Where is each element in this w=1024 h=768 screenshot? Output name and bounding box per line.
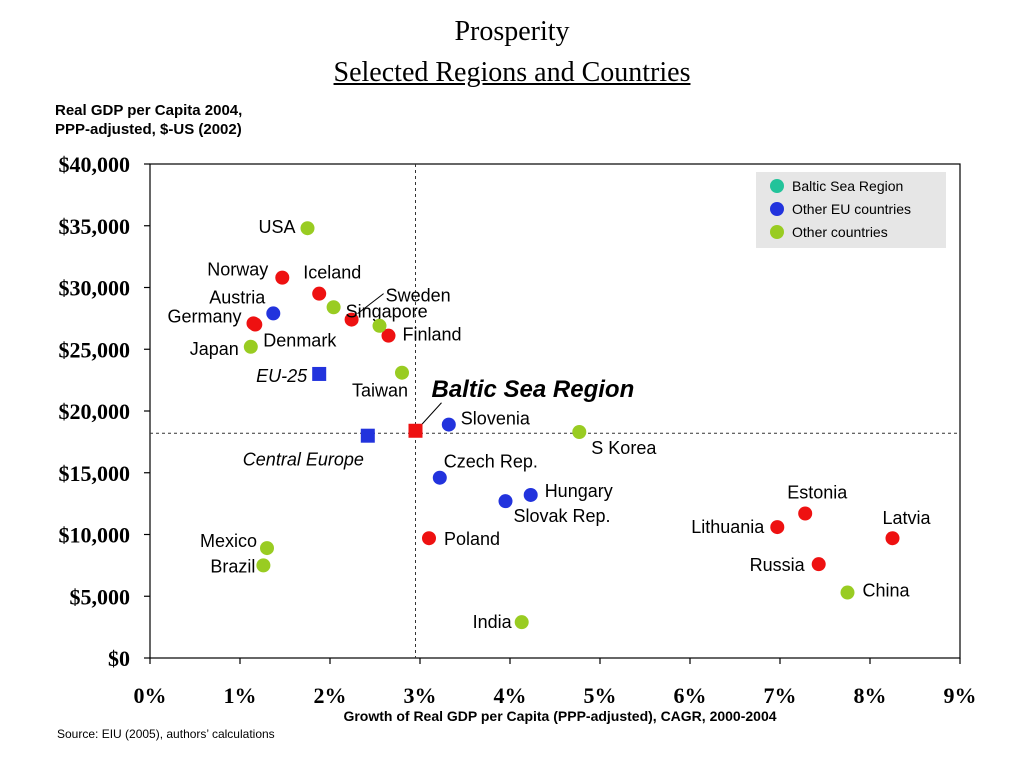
y-tick-label: $30,000 bbox=[59, 276, 131, 301]
point-label-india: India bbox=[473, 612, 513, 632]
point-slovenia bbox=[441, 417, 456, 432]
legend: Baltic Sea Region Other EU countries Oth… bbox=[756, 172, 946, 248]
point-label-hungary: Hungary bbox=[545, 481, 613, 501]
x-tick-label: 3% bbox=[404, 683, 437, 708]
point-sweden bbox=[344, 312, 359, 327]
x-tick-label: 7% bbox=[764, 683, 797, 708]
point-austria bbox=[266, 306, 281, 321]
x-tick-label: 4% bbox=[494, 683, 527, 708]
legend-item-baltic: Baltic Sea Region bbox=[770, 176, 903, 196]
chart-subtitle: Selected Regions and Countries bbox=[333, 57, 691, 88]
point-label-s-korea: S Korea bbox=[591, 438, 657, 458]
point-label-usa: USA bbox=[258, 217, 295, 237]
point-label-slovenia: Slovenia bbox=[461, 409, 531, 429]
legend-label-other-eu: Other EU countries bbox=[792, 201, 912, 217]
point-china bbox=[840, 585, 855, 600]
point-label-finland: Finland bbox=[403, 325, 462, 345]
x-tick-label: 1% bbox=[224, 683, 257, 708]
point-label-central-europe: Central Europe bbox=[243, 450, 364, 470]
point-label-norway: Norway bbox=[207, 260, 268, 280]
legend-item-other: Other countries bbox=[770, 222, 888, 242]
x-axis-label: Growth of Real GDP per Capita (PPP-adjus… bbox=[343, 708, 777, 724]
point-japan bbox=[243, 339, 258, 354]
point-label-iceland: Iceland bbox=[303, 263, 361, 283]
y-tick-label: $5,000 bbox=[70, 584, 131, 609]
point-label-estonia: Estonia bbox=[787, 483, 848, 503]
point-usa bbox=[300, 221, 315, 236]
aggregate-marker-baltic-sea-region bbox=[408, 423, 423, 438]
aggregate-marker-central-europe bbox=[360, 428, 375, 443]
point-label-russia: Russia bbox=[750, 555, 806, 575]
x-tick-label: 5% bbox=[584, 683, 617, 708]
point-label-lithuania: Lithuania bbox=[691, 517, 765, 537]
chart-title: Prosperity bbox=[454, 16, 570, 47]
point-unlabelled bbox=[372, 318, 387, 333]
point-germany bbox=[246, 316, 261, 331]
point-iceland bbox=[312, 286, 327, 301]
legend-swatch-other-eu bbox=[770, 202, 784, 216]
legend-swatch-baltic bbox=[770, 179, 784, 193]
point-hungary bbox=[523, 487, 538, 502]
point-label-sweden: Sweden bbox=[386, 286, 451, 306]
y-tick-label: $40,000 bbox=[59, 152, 131, 177]
point-slovak-rep- bbox=[498, 494, 513, 509]
y-tick-label: $10,000 bbox=[59, 523, 131, 548]
point-estonia bbox=[798, 506, 813, 521]
y-axis-label-line-2: PPP-adjusted, $-US (2002) bbox=[55, 121, 242, 138]
point-label-czech-rep-: Czech Rep. bbox=[444, 452, 538, 472]
point-label-austria: Austria bbox=[209, 287, 266, 307]
point-s-korea bbox=[572, 424, 587, 439]
point-czech-rep- bbox=[432, 470, 447, 485]
point-lithuania bbox=[770, 520, 785, 535]
y-tick-label: $15,000 bbox=[59, 461, 131, 486]
y-axis-label-line-1: Real GDP per Capita 2004, bbox=[55, 102, 243, 119]
point-label-denmark: Denmark bbox=[263, 331, 337, 351]
point-label-taiwan: Taiwan bbox=[352, 381, 408, 401]
x-tick-label: 8% bbox=[854, 683, 887, 708]
y-tick-label: $20,000 bbox=[59, 399, 131, 424]
legend-label-baltic: Baltic Sea Region bbox=[792, 178, 904, 194]
point-brazil bbox=[256, 558, 271, 573]
point-label-brazil: Brazil bbox=[210, 556, 255, 576]
legend-item-other-eu: Other EU countries bbox=[770, 199, 911, 219]
y-tick-label: $0 bbox=[108, 646, 130, 671]
legend-swatch-other bbox=[770, 225, 784, 239]
y-axis-label: Real GDP per Capita 2004, PPP-adjusted, … bbox=[55, 101, 242, 139]
point-latvia bbox=[885, 531, 900, 546]
point-label-china: China bbox=[863, 581, 911, 601]
point-mexico bbox=[260, 541, 274, 556]
point-label-japan: Japan bbox=[190, 339, 239, 359]
baltic-region-leader-line bbox=[421, 402, 442, 426]
point-label-mexico: Mexico bbox=[200, 531, 257, 551]
x-tick-label: 0% bbox=[134, 683, 167, 708]
source-note: Source: EIU (2005), authors’ calculation… bbox=[57, 727, 275, 741]
y-tick-label: $25,000 bbox=[59, 337, 131, 362]
x-tick-label: 9% bbox=[944, 683, 977, 708]
sweden-leader-line bbox=[357, 293, 384, 315]
point-russia bbox=[811, 557, 826, 572]
point-taiwan bbox=[395, 365, 409, 380]
point-singapore bbox=[326, 300, 341, 315]
point-label-germany: Germany bbox=[167, 306, 241, 326]
point-label-latvia: Latvia bbox=[883, 508, 932, 528]
point-poland bbox=[422, 531, 436, 546]
x-tick-label: 6% bbox=[674, 683, 707, 708]
x-tick-label: 2% bbox=[314, 683, 347, 708]
y-tick-label: $35,000 bbox=[59, 214, 131, 239]
aggregate-marker-eu-25 bbox=[312, 366, 327, 381]
point-norway bbox=[275, 270, 290, 285]
point-label-eu-25: EU-25 bbox=[256, 366, 308, 386]
point-india bbox=[514, 615, 529, 630]
point-label-poland: Poland bbox=[444, 529, 500, 549]
point-label-baltic-sea-region: Baltic Sea Region bbox=[432, 376, 635, 403]
point-label-slovak-rep-: Slovak Rep. bbox=[514, 506, 611, 526]
point-label-singapore: Singapore bbox=[346, 301, 428, 321]
legend-label-other: Other countries bbox=[792, 224, 888, 240]
point-finland bbox=[381, 328, 396, 343]
